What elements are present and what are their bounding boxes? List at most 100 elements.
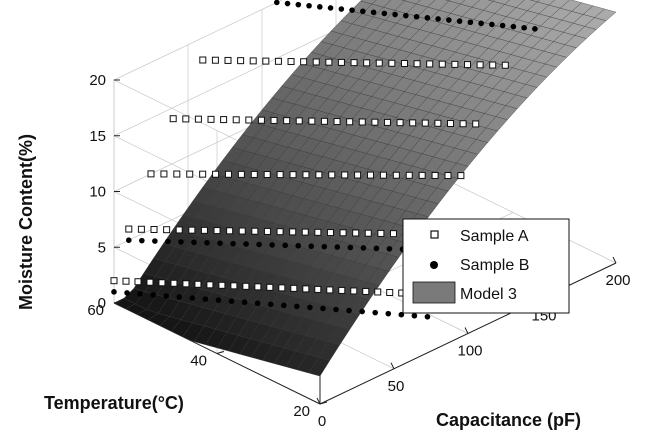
sample-a-point bbox=[400, 60, 408, 67]
sample-b-point bbox=[327, 5, 334, 11]
sample-a-point bbox=[266, 283, 274, 291]
sample-a-point bbox=[333, 118, 341, 126]
y-tick-mark bbox=[319, 401, 328, 405]
x-tick-mark bbox=[612, 256, 617, 264]
sample-a-point bbox=[237, 170, 245, 178]
legend-label-model-3: Model 3 bbox=[460, 286, 517, 303]
surface-patch bbox=[529, 0, 540, 3]
x-tick-label: 50 bbox=[388, 378, 405, 395]
sample-b-point bbox=[372, 309, 379, 316]
z-tick-label: 0 bbox=[98, 295, 106, 312]
sample-b-point bbox=[228, 298, 235, 304]
sample-b-point bbox=[189, 295, 196, 301]
sample-a-point bbox=[137, 225, 145, 233]
sample-a-point bbox=[207, 115, 215, 123]
sample-a-point bbox=[249, 57, 257, 65]
sample-a-point bbox=[352, 229, 360, 237]
sample-a-point bbox=[199, 170, 207, 178]
sample-a-point bbox=[188, 226, 196, 234]
sample-a-point bbox=[312, 58, 320, 66]
sample-b-point bbox=[338, 6, 345, 12]
sample-a-point bbox=[320, 117, 328, 125]
sample-a-point bbox=[463, 61, 471, 69]
sample-b-point bbox=[532, 26, 538, 32]
legend-label-sample-a: Sample A bbox=[460, 228, 529, 245]
sample-b-point bbox=[163, 293, 170, 299]
sample-a-point bbox=[122, 277, 130, 285]
sample-a-point bbox=[254, 283, 262, 291]
y-tick-label: 40 bbox=[190, 353, 207, 370]
sample-b-point bbox=[202, 296, 209, 302]
sample-a-point bbox=[232, 116, 240, 124]
x-tick-mark bbox=[464, 327, 469, 334]
sample-a-point bbox=[501, 61, 509, 69]
sample-a-point bbox=[257, 116, 265, 124]
sample-a-point bbox=[251, 227, 259, 235]
sample-a-point bbox=[459, 120, 467, 128]
sample-a-point bbox=[325, 58, 333, 66]
sample-b-point bbox=[370, 9, 377, 16]
sample-a-point bbox=[389, 230, 397, 238]
y-tick-mark bbox=[113, 300, 122, 304]
sample-a-point bbox=[328, 171, 336, 179]
sample-a-point bbox=[245, 116, 253, 124]
sample-b-point bbox=[360, 245, 367, 251]
sample-b-point bbox=[256, 241, 262, 248]
sample-a-point bbox=[472, 120, 480, 128]
y-tick-label: 20 bbox=[293, 403, 310, 420]
sample-b-point bbox=[467, 19, 474, 26]
sample-b-point bbox=[359, 308, 365, 315]
sample-b-point bbox=[191, 239, 197, 246]
sample-b-point bbox=[317, 4, 323, 10]
sample-a-point bbox=[379, 171, 387, 179]
sample-a-point bbox=[413, 60, 421, 68]
sample-a-point bbox=[170, 279, 178, 287]
sample-a-point bbox=[489, 61, 497, 69]
sample-b-point bbox=[346, 307, 352, 314]
surface-patch bbox=[445, 0, 451, 2]
sample-b-point bbox=[360, 8, 366, 15]
sample-a-point bbox=[457, 172, 465, 180]
x-axis-label: Capacitance (pF) bbox=[436, 410, 581, 430]
sample-b-point bbox=[478, 20, 484, 27]
sample-b-point bbox=[489, 21, 495, 28]
sample-a-point bbox=[218, 281, 226, 289]
sample-a-point bbox=[314, 285, 322, 293]
sample-a-point bbox=[110, 277, 118, 285]
surface-patch bbox=[360, 0, 377, 5]
surface-patch bbox=[401, 0, 406, 1]
surface-patch bbox=[460, 0, 481, 8]
sample-a-point bbox=[169, 115, 177, 123]
x-tick-mark bbox=[316, 397, 321, 405]
sample-a-point bbox=[302, 171, 310, 179]
sample-b-point bbox=[126, 237, 132, 243]
sample-a-point bbox=[346, 118, 354, 126]
sample-a-point bbox=[374, 288, 382, 296]
sample-a-point bbox=[444, 172, 452, 180]
surface-patch bbox=[371, 0, 392, 8]
sample-a-point bbox=[278, 284, 286, 292]
sample-b-point bbox=[295, 1, 302, 8]
sample-b-point bbox=[243, 241, 249, 247]
surface-patch bbox=[537, 0, 555, 6]
sample-a-point bbox=[262, 57, 270, 65]
sample-b-point bbox=[334, 244, 341, 250]
sample-a-point bbox=[409, 119, 417, 127]
x-tick-label: 200 bbox=[605, 272, 630, 289]
sample-b-point bbox=[124, 290, 130, 296]
sample-b-point bbox=[385, 310, 392, 317]
sample-b-point bbox=[424, 15, 431, 21]
sample-a-point bbox=[386, 288, 394, 296]
sample-a-point bbox=[283, 117, 291, 125]
sample-a-point bbox=[200, 226, 208, 234]
sample-b-point bbox=[137, 291, 143, 297]
sample-b-point bbox=[333, 306, 339, 313]
sample-b-point bbox=[217, 240, 223, 247]
legend-label-sample-b: Sample B bbox=[460, 257, 529, 274]
sample-a-point bbox=[194, 115, 202, 123]
sample-b-point bbox=[267, 301, 274, 308]
z-axis-label: Moisture Content(%) bbox=[16, 134, 36, 310]
sample-b-point bbox=[386, 245, 393, 252]
sample-a-point bbox=[270, 116, 278, 124]
sample-a-point bbox=[364, 229, 372, 237]
